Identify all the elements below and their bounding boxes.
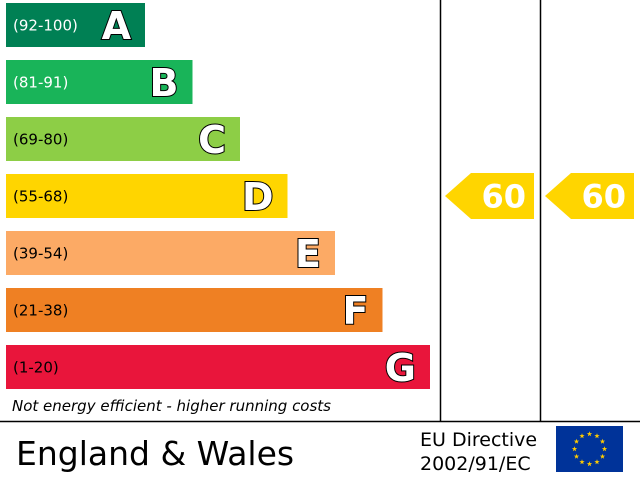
eu-directive-label: EU Directive: [420, 429, 537, 451]
band-bar-a: [6, 3, 145, 47]
band-bar-d: [6, 174, 288, 218]
eu-directive-number: 2002/91/EC: [420, 453, 531, 475]
eu-flag-star: [586, 461, 593, 467]
band-range-a: (92-100): [13, 17, 78, 35]
band-letter-d: D: [242, 175, 274, 219]
rating-arrows: 60 60: [445, 173, 634, 219]
rating-bands: (92-100) A (81-91) B (69-80) C (55-68) D (39-54)…: [6, 3, 430, 391]
band-range-f: (21-38): [13, 302, 68, 320]
eu-flag-star: [594, 433, 600, 439]
band-bar-e: [6, 231, 335, 275]
band-bar-b: [6, 60, 193, 104]
band-range-g: (1-20): [13, 359, 59, 377]
eu-flag-star: [571, 446, 578, 452]
band-range-c: (69-80): [13, 131, 68, 149]
region-label: England & Wales: [16, 434, 294, 473]
eu-flag-star: [599, 453, 606, 459]
band-bar-g: [6, 345, 430, 389]
eu-flag-star: [579, 459, 585, 465]
eu-flag-star: [579, 433, 585, 439]
potential-rating-value: 60: [581, 178, 626, 216]
band-letter-e: E: [295, 232, 321, 276]
eu-flag-star: [586, 431, 593, 437]
band-range-d: (55-68): [13, 188, 68, 206]
eu-flag-icon: [556, 426, 623, 472]
band-letter-g: G: [385, 346, 416, 390]
footnote-not-efficient: Not energy efficient - higher running co…: [12, 397, 331, 415]
current-rating-arrow: [445, 173, 534, 219]
eu-flag-star: [601, 446, 608, 452]
eu-flag-star: [599, 438, 606, 444]
eu-flag-star: [573, 438, 580, 444]
band-bar-f: [6, 288, 383, 332]
eu-flag-star: [594, 459, 600, 465]
band-bar-c: [6, 117, 240, 161]
band-range-b: (81-91): [13, 74, 68, 92]
potential-rating-arrow: [545, 173, 634, 219]
band-letter-c: C: [198, 118, 226, 162]
band-letter-a: A: [102, 4, 132, 48]
band-letter-f: F: [343, 289, 369, 333]
eu-flag-star: [573, 453, 580, 459]
band-letter-b: B: [150, 61, 179, 105]
band-range-e: (39-54): [13, 245, 68, 263]
current-rating-value: 60: [481, 178, 526, 216]
